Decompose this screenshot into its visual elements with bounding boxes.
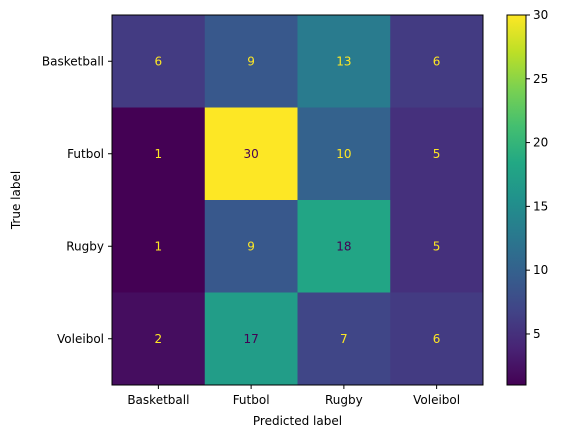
cell-value-label: 18: [336, 239, 351, 253]
cell-value-label: 1: [155, 147, 163, 161]
heatmap-cell: [204, 200, 298, 293]
cell-value-label: 17: [243, 332, 258, 346]
heatmap-cell: [112, 200, 206, 293]
heatmap-cell: [297, 107, 391, 201]
y-tick-label: Futbol: [67, 147, 104, 161]
y-tick-label: Rugby: [66, 239, 104, 253]
cell-value-label: 2: [155, 332, 163, 346]
cell-value-label: 9: [247, 239, 255, 253]
heatmap-cell: [297, 292, 391, 386]
heatmap-cell: [390, 200, 484, 293]
cell-value-label: 1: [155, 239, 163, 253]
cell-value-label: 5: [433, 147, 441, 161]
x-axis-label: Predicted label: [253, 414, 342, 428]
x-axis-ticks: Basketball Futbol Rugby Voleibol: [127, 385, 460, 407]
heatmap-cell: [297, 15, 391, 108]
colorbar-tick-label: 15: [533, 199, 548, 213]
cell-value-label: 5: [433, 239, 441, 253]
heatmap-cell: [390, 15, 484, 108]
cell-value-label: 7: [340, 332, 348, 346]
cell-value-label: 6: [433, 332, 441, 346]
cell-value-label: 6: [155, 54, 163, 68]
colorbar-tick-label: 5: [533, 327, 541, 341]
heatmap-cells: 6 9 13 6 1 30 10 5 1 9 18 5 2 17 7 6: [112, 15, 484, 386]
heatmap-cell: [112, 292, 206, 386]
heatmap-cell: [204, 292, 298, 386]
cell-value-label: 9: [247, 54, 255, 68]
heatmap-cell: [112, 15, 206, 108]
colorbar-tick-label: 20: [533, 136, 548, 150]
heatmap-cell: [112, 107, 206, 201]
colorbar-tick-label: 10: [533, 263, 548, 277]
x-tick-label: Rugby: [325, 393, 363, 407]
cell-value-label: 6: [433, 54, 441, 68]
x-tick-label: Voleibol: [413, 393, 460, 407]
x-tick-label: Basketball: [127, 393, 189, 407]
y-tick-label: Voleibol: [57, 332, 104, 346]
y-axis-ticks: Basketball Futbol Rugby Voleibol: [42, 54, 112, 346]
cell-value-label: 10: [336, 147, 351, 161]
heatmap-cell: [390, 292, 484, 386]
plot-frame: [111, 14, 484, 386]
cell-value-label: 13: [336, 54, 351, 68]
colorbar-tick-label: 30: [533, 8, 548, 22]
colorbar-ticks: 5 10 15 20 25 30: [526, 8, 548, 341]
y-axis-label: True label: [9, 171, 23, 230]
colorbar: [506, 14, 527, 386]
cell-value-label: 30: [243, 147, 258, 161]
heatmap-cell: [204, 15, 298, 108]
heatmap-cell: [297, 200, 391, 293]
heatmap-cell: [204, 107, 298, 201]
x-tick-label: Futbol: [233, 393, 270, 407]
heatmap-cell: [390, 107, 484, 201]
colorbar-tick-label: 25: [533, 72, 548, 86]
y-tick-label: Basketball: [42, 54, 104, 68]
